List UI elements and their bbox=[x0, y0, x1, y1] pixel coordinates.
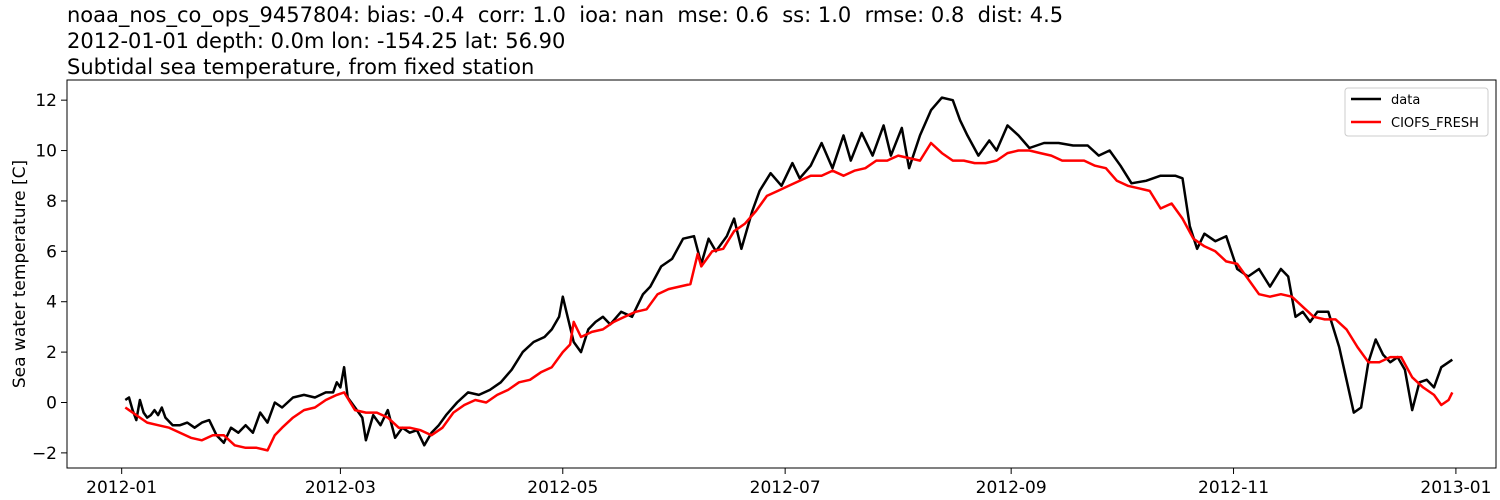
series-line-ciofs-fresh bbox=[124, 141, 1454, 452]
y-tick-label: 2 bbox=[46, 343, 57, 363]
y-tick-label: 8 bbox=[46, 192, 57, 212]
chart-title-block: noaa_nos_co_ops_9457804: bias: -0.4 corr… bbox=[67, 2, 1063, 80]
series-layer bbox=[124, 96, 1454, 452]
y-tick-label: 4 bbox=[46, 293, 57, 313]
x-tick-label: 2012-03 bbox=[305, 478, 376, 498]
y-tick-label: 10 bbox=[35, 142, 57, 162]
legend-label-ciofs-fresh: CIOFS_FRESH bbox=[1391, 116, 1479, 131]
y-tick-label: 0 bbox=[46, 393, 57, 413]
series-line-data bbox=[124, 96, 1454, 447]
y-axis-label: Sea water temperature [C] bbox=[10, 160, 30, 388]
location-title-line: 2012-01-01 depth: 0.0m lon: -154.25 lat:… bbox=[67, 29, 566, 53]
x-axis: 2012-01 2012-03 2012-05 2012-07 2012-09 2012-… bbox=[86, 468, 1491, 498]
x-tick-label: 2013-01 bbox=[1420, 478, 1491, 498]
description-title-line: Subtidal sea temperature, from fixed sta… bbox=[67, 55, 535, 79]
x-tick-label: 2012-09 bbox=[976, 478, 1047, 498]
x-tick-label: 2012-07 bbox=[750, 478, 821, 498]
x-tick-label: 2012-01 bbox=[86, 478, 157, 498]
legend-label-data: data bbox=[1391, 93, 1420, 108]
y-tick-label: −2 bbox=[32, 444, 57, 464]
y-tick-label: 12 bbox=[35, 91, 57, 111]
legend: data CIOFS_FRESH bbox=[1344, 87, 1489, 137]
stats-title-line: noaa_nos_co_ops_9457804: bias: -0.4 corr… bbox=[67, 3, 1064, 27]
x-tick-label: 2012-05 bbox=[527, 478, 598, 498]
plot-frame bbox=[66, 79, 1497, 469]
y-tick-label: 6 bbox=[46, 242, 57, 262]
x-tick-label: 2012-11 bbox=[1198, 478, 1269, 498]
y-axis: −2 0 2 4 6 8 10 12 bbox=[32, 91, 67, 464]
